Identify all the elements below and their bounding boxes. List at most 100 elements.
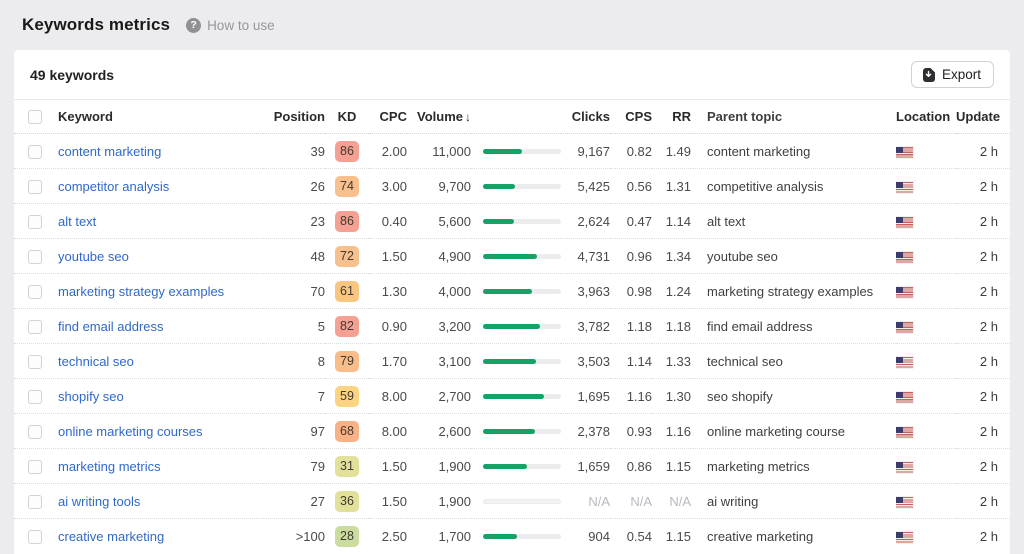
keyword-link[interactable]: find email address xyxy=(58,318,164,334)
header-volume-bar xyxy=(471,100,561,134)
help-link[interactable]: ? How to use xyxy=(186,17,275,33)
us-flag-icon xyxy=(896,496,913,508)
volume-bar xyxy=(483,463,561,469)
parent-topic-cell: content marketing xyxy=(691,134,896,169)
header-location[interactable]: Location xyxy=(896,100,956,134)
rr-cell: 1.34 xyxy=(652,239,691,274)
cps-cell: 1.16 xyxy=(610,379,652,414)
row-checkbox[interactable] xyxy=(28,494,42,509)
parent-topic-cell: alt text xyxy=(691,204,896,239)
table-row: creative marketing >100 28 2.50 1,700 90… xyxy=(14,519,1010,554)
clicks-cell: 1,659 xyxy=(561,449,610,484)
update-cell: 2 h xyxy=(979,493,998,509)
keyword-link[interactable]: creative marketing xyxy=(58,529,165,544)
header-clicks[interactable]: Clicks xyxy=(561,100,610,134)
position-cell: 97 xyxy=(263,414,325,449)
row-checkbox[interactable] xyxy=(28,354,42,369)
kd-badge: 31 xyxy=(335,455,359,477)
position-cell: >100 xyxy=(295,529,325,544)
cpc-cell: 8.00 xyxy=(369,379,407,414)
row-checkbox[interactable] xyxy=(28,179,42,194)
cps-cell: 0.82 xyxy=(610,134,652,169)
volume-cell: 4,900 xyxy=(407,239,471,274)
flag-canton xyxy=(896,146,903,153)
us-flag-icon xyxy=(896,181,913,193)
update-cell: 2 h xyxy=(979,353,998,369)
keyword-link[interactable]: competitor analysis xyxy=(58,178,170,194)
row-checkbox[interactable] xyxy=(28,319,42,334)
cpc-cell: 1.70 xyxy=(369,344,407,379)
rr-cell: 1.30 xyxy=(652,379,691,414)
table-row: competitor analysis 26 74 3.00 9,700 5,4… xyxy=(14,169,1010,204)
cpc-cell: 1.50 xyxy=(369,449,407,484)
cps-cell: 0.86 xyxy=(610,449,652,484)
parent-topic-cell: online marketing course xyxy=(691,414,896,449)
cps-cell: 0.56 xyxy=(610,169,652,204)
position-cell: 79 xyxy=(263,449,325,484)
table-row: alt text 23 86 0.40 5,600 2,624 0.47 1.1… xyxy=(14,204,1010,239)
table-row: content marketing 39 86 2.00 11,000 9,16… xyxy=(14,134,1010,169)
header-position[interactable]: Position xyxy=(263,100,325,134)
cps-cell: 1.14 xyxy=(610,344,652,379)
update-cell: 2 h xyxy=(979,178,998,194)
us-flag-icon xyxy=(896,356,913,368)
keyword-link[interactable]: marketing metrics xyxy=(58,458,161,474)
parent-topic-cell: youtube seo xyxy=(691,239,896,274)
keyword-link[interactable]: youtube seo xyxy=(58,248,129,264)
rr-cell: 1.16 xyxy=(652,414,691,449)
row-checkbox[interactable] xyxy=(28,284,42,299)
cpc-cell: 0.90 xyxy=(369,309,407,344)
update-cell: 2 h xyxy=(979,283,998,299)
volume-bar-fill xyxy=(483,358,537,364)
update-cell: 2 h xyxy=(979,529,998,544)
position-cell: 8 xyxy=(263,344,325,379)
cps-cell: 0.54 xyxy=(626,529,652,544)
keyword-link[interactable]: content marketing xyxy=(58,143,162,159)
row-checkbox[interactable] xyxy=(28,424,42,439)
keyword-link[interactable]: ai writing tools xyxy=(58,493,141,509)
us-flag-icon xyxy=(896,251,913,263)
flag-canton xyxy=(896,426,903,433)
row-checkbox[interactable] xyxy=(28,214,42,229)
cpc-cell: 0.40 xyxy=(369,204,407,239)
header-keyword[interactable]: Keyword xyxy=(58,100,263,134)
keywords-table: Keyword Position KD CPC Volume ↓ Clicks C… xyxy=(14,100,1010,554)
header-rr[interactable]: RR xyxy=(652,100,691,134)
keyword-link[interactable]: marketing strategy examples xyxy=(58,283,225,299)
position-cell: 27 xyxy=(263,484,325,519)
row-checkbox[interactable] xyxy=(28,389,42,404)
select-all-checkbox[interactable] xyxy=(28,110,42,125)
header-volume[interactable]: Volume ↓ xyxy=(407,100,471,134)
flag-canton xyxy=(896,391,903,398)
header-kd[interactable]: KD xyxy=(325,100,369,134)
flag-canton xyxy=(896,216,903,223)
cpc-cell: 1.50 xyxy=(369,239,407,274)
keyword-link[interactable]: online marketing courses xyxy=(58,423,203,439)
update-cell: 2 h xyxy=(979,143,998,159)
kd-badge: 86 xyxy=(335,210,359,232)
table-row: find email address 5 82 0.90 3,200 3,782… xyxy=(14,309,1010,344)
row-checkbox[interactable] xyxy=(28,144,42,159)
row-checkbox[interactable] xyxy=(28,249,42,264)
keyword-link[interactable]: shopify seo xyxy=(58,388,124,404)
export-button[interactable]: Export xyxy=(910,61,994,88)
row-checkbox[interactable] xyxy=(28,530,42,545)
flag-canton xyxy=(896,181,903,188)
rr-cell: 1.49 xyxy=(652,134,691,169)
volume-cell: 3,100 xyxy=(407,344,471,379)
header-parent-topic[interactable]: Parent topic xyxy=(691,100,896,134)
position-cell: 23 xyxy=(263,204,325,239)
volume-bar xyxy=(483,358,561,364)
header-cps[interactable]: CPS xyxy=(610,100,652,134)
us-flag-icon xyxy=(896,391,913,403)
keyword-link[interactable]: technical seo xyxy=(58,353,134,369)
row-checkbox[interactable] xyxy=(28,459,42,474)
cpc-cell: 2.00 xyxy=(369,134,407,169)
volume-cell: 2,600 xyxy=(407,414,471,449)
update-cell: 2 h xyxy=(979,423,998,439)
parent-topic-cell: marketing metrics xyxy=(691,449,896,484)
header-cpc[interactable]: CPC xyxy=(369,100,407,134)
question-icon: ? xyxy=(186,17,202,33)
keyword-link[interactable]: alt text xyxy=(58,213,97,229)
header-update[interactable]: Update xyxy=(956,100,1010,134)
